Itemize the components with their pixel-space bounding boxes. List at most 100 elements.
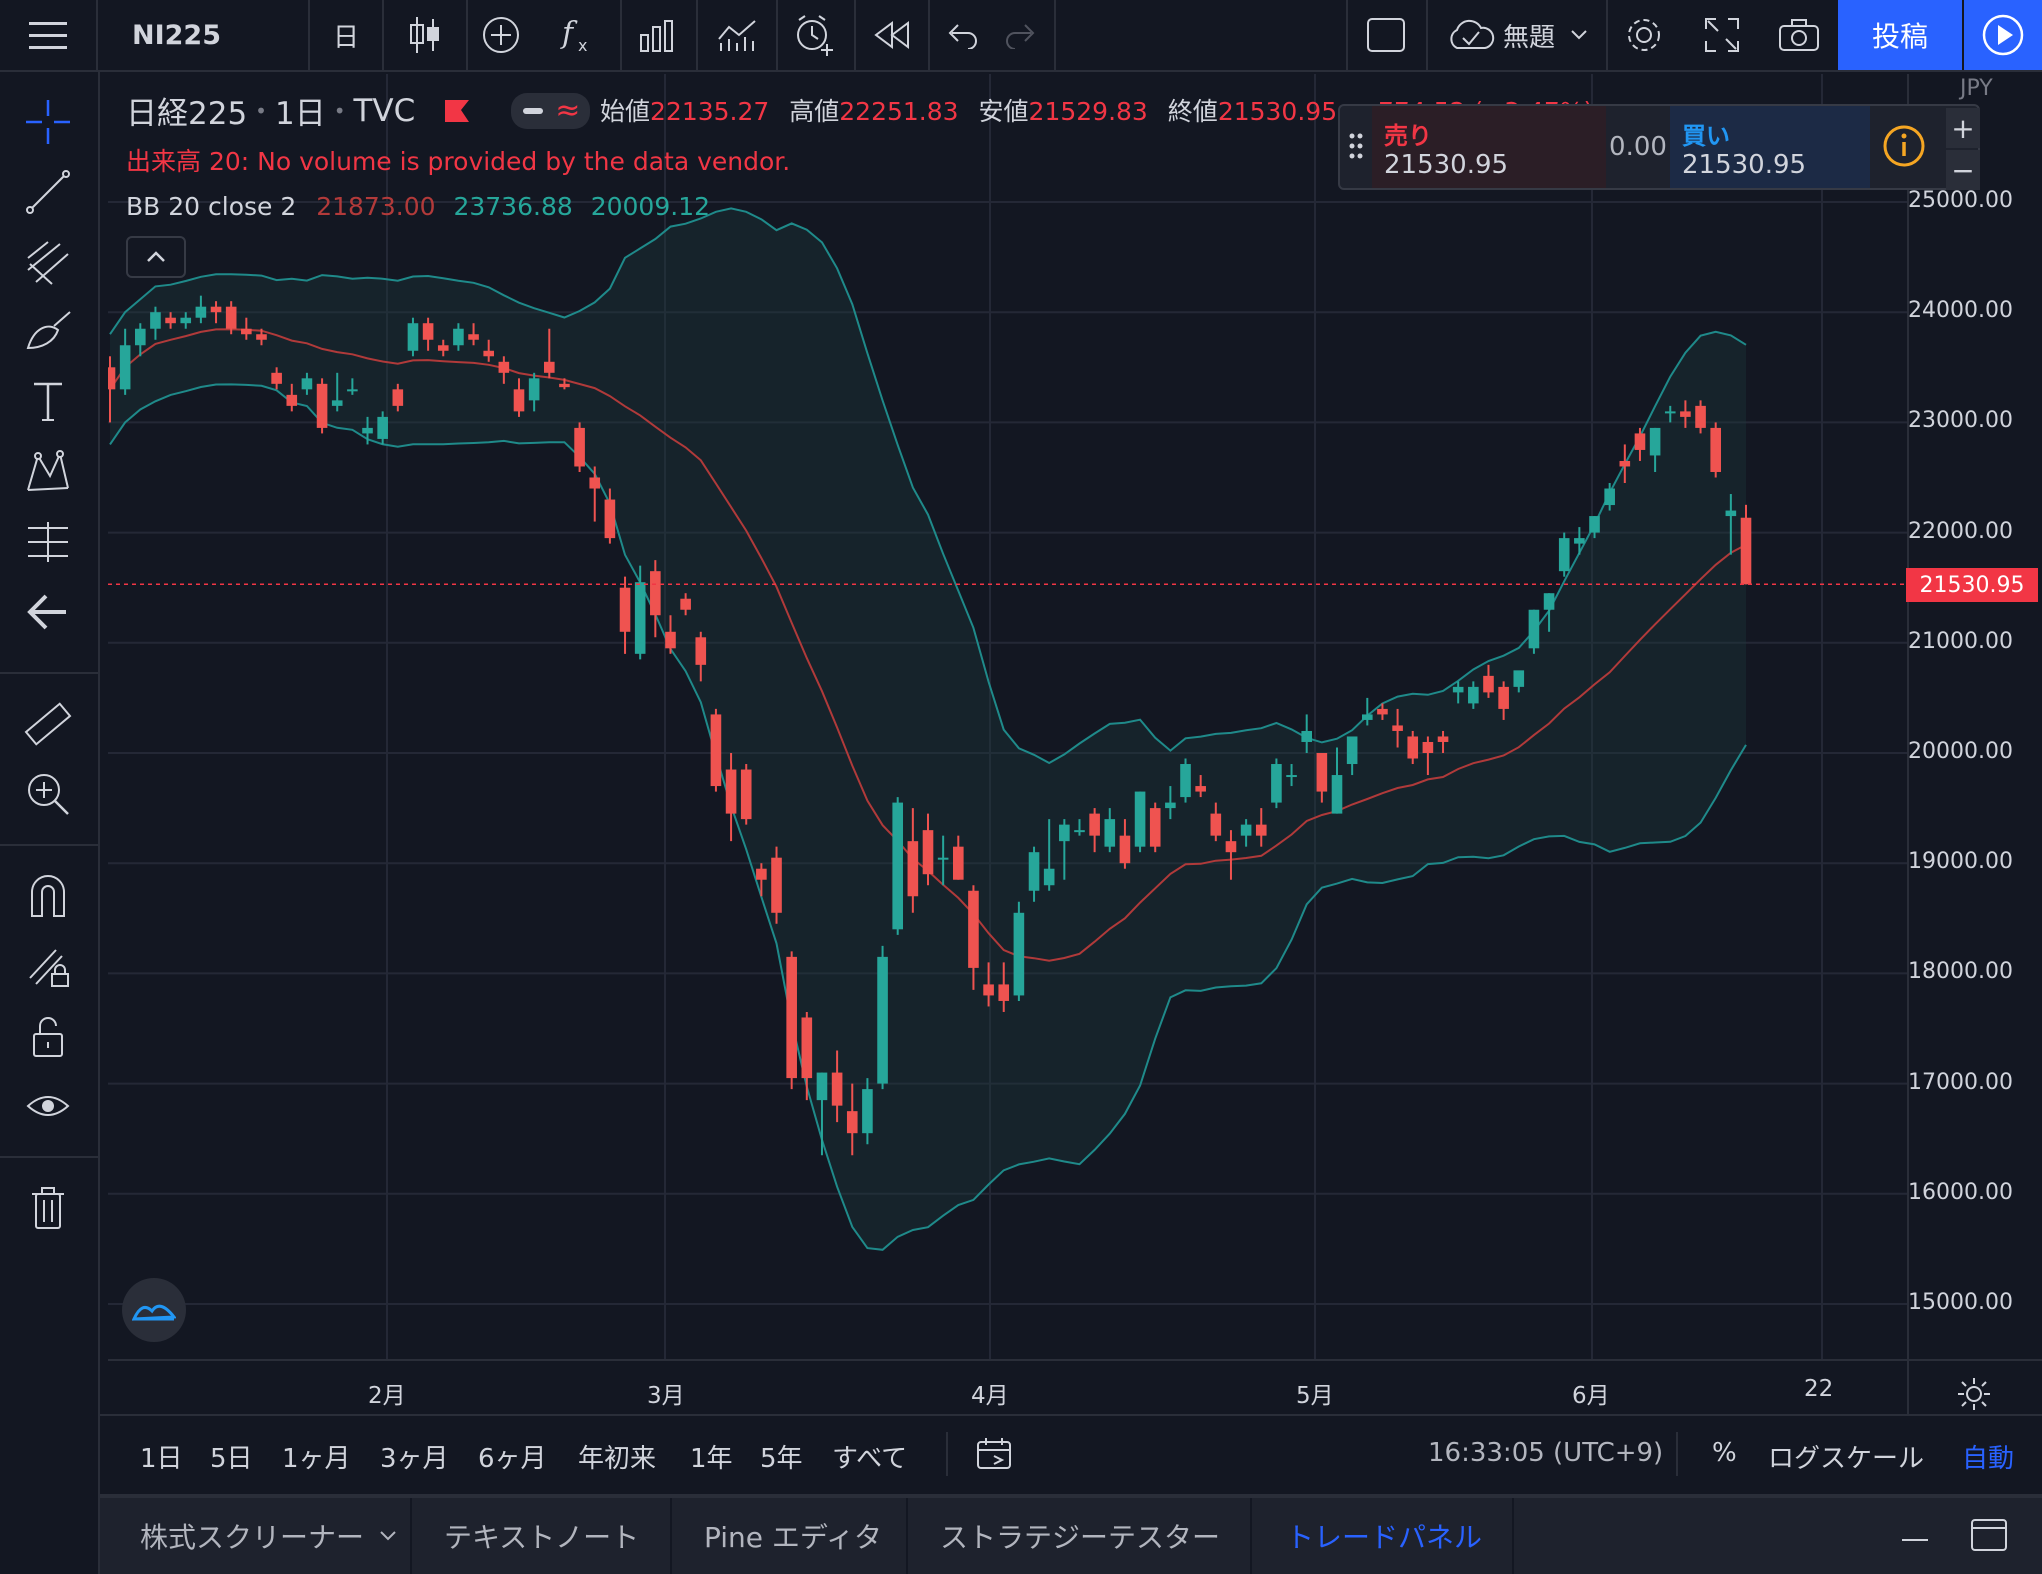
- drag-handle-icon[interactable]: [1348, 132, 1364, 162]
- cloud-icon: [1450, 19, 1495, 49]
- camera-icon[interactable]: [1764, 0, 1834, 70]
- plus-button[interactable]: +: [1946, 108, 1980, 148]
- legend-toggles[interactable]: ≈: [511, 92, 591, 129]
- financials-icon[interactable]: [622, 0, 692, 70]
- info-icon[interactable]: [1880, 122, 1928, 170]
- trend-line-icon[interactable]: [20, 164, 76, 220]
- minus-button[interactable]: −: [1946, 150, 1980, 190]
- alert-icon[interactable]: [778, 0, 850, 70]
- compare-add-icon[interactable]: [468, 0, 534, 70]
- settings-gear-icon[interactable]: [1608, 0, 1680, 70]
- candle-down: [543, 361, 555, 373]
- range-6m[interactable]: 6ヶ月: [478, 1444, 547, 1474]
- redo-icon[interactable]: [994, 0, 1048, 70]
- flag-icon[interactable]: [443, 98, 471, 124]
- unlock-icon[interactable]: [20, 1008, 76, 1064]
- candle-up: [877, 956, 888, 1084]
- price-tick-label: 18000.00: [1908, 959, 2013, 985]
- candle-up: [1028, 852, 1040, 891]
- goto-date-icon[interactable]: [976, 1436, 1014, 1472]
- clock-label[interactable]: 16:33:05 (UTC+9): [1428, 1438, 1664, 1468]
- interval-button[interactable]: 日: [310, 0, 382, 70]
- tab-strategy-tester[interactable]: ストラテジーテスター: [940, 1498, 1220, 1574]
- fullscreen-icon[interactable]: [1686, 0, 1758, 70]
- tab-pine-editor[interactable]: Pine エディタ: [704, 1498, 882, 1574]
- symbol-label: NI225: [132, 19, 222, 51]
- candle-down: [513, 389, 525, 412]
- bottom-panel-tabs: 株式スクリーナー テキストノート Pine エディタ ストラテジーテスター トレ…: [100, 1494, 2042, 1574]
- candle-down: [1619, 460, 1631, 467]
- menu-icon[interactable]: [0, 0, 96, 70]
- candle-up: [1240, 824, 1252, 836]
- range-5y[interactable]: 5年: [760, 1444, 803, 1474]
- back-arrow-icon[interactable]: [20, 584, 76, 640]
- brush-icon[interactable]: [20, 304, 76, 360]
- candle-down: [574, 427, 585, 467]
- candle-up: [150, 312, 161, 329]
- text-tool-icon[interactable]: [20, 374, 76, 430]
- ruler-icon[interactable]: [20, 696, 76, 752]
- candle-up: [1271, 764, 1282, 803]
- candle-down: [210, 306, 222, 313]
- time-tick-label: 3月: [647, 1383, 685, 1409]
- sell-button[interactable]: 売り 21530.95: [1372, 106, 1606, 188]
- range-1d[interactable]: 1日: [140, 1444, 183, 1474]
- sell-value: 21530.95: [1384, 150, 1509, 180]
- candle-up: [1361, 714, 1373, 720]
- range-1m[interactable]: 1ヶ月: [282, 1444, 351, 1474]
- maximize-panel-icon[interactable]: [1970, 1518, 2010, 1554]
- range-5d[interactable]: 5日: [210, 1444, 253, 1474]
- log-scale-toggle[interactable]: ログスケール: [1768, 1444, 1925, 1474]
- percent-toggle[interactable]: %: [1712, 1438, 1737, 1468]
- fib-pitchfork-icon[interactable]: [20, 234, 76, 290]
- candle-down: [1255, 824, 1267, 836]
- pattern-icon[interactable]: [20, 444, 76, 500]
- publish-button[interactable]: 投稿: [1838, 0, 1962, 70]
- price-chart[interactable]: [108, 74, 2042, 1414]
- candle-down: [1740, 517, 1752, 585]
- tab-stock-screener[interactable]: 株式スクリーナー: [140, 1498, 398, 1574]
- axis-settings-icon[interactable]: [1956, 1376, 1992, 1412]
- trash-icon[interactable]: [20, 1180, 76, 1236]
- time-tick-label: 22: [1804, 1376, 1834, 1402]
- magnet-icon[interactable]: [20, 868, 76, 924]
- prediction-icon[interactable]: [20, 514, 76, 570]
- tab-trade-panel[interactable]: トレードパネル: [1286, 1498, 1482, 1574]
- range-3m[interactable]: 3ヶ月: [380, 1444, 449, 1474]
- minimize-panel-icon[interactable]: [1900, 1534, 1930, 1544]
- tab-strategy-tester-label: ストラテジーテスター: [940, 1521, 1221, 1554]
- candle-down: [1089, 813, 1100, 836]
- lock-drawing-icon[interactable]: [20, 938, 76, 994]
- auto-scale-toggle[interactable]: 自動: [1962, 1444, 2015, 1474]
- candle-up: [377, 416, 388, 439]
- replay-icon[interactable]: [856, 0, 928, 70]
- range-1y[interactable]: 1年: [690, 1444, 733, 1474]
- layout-icon[interactable]: [1348, 0, 1424, 70]
- wave-icon: ≈: [555, 93, 581, 128]
- crosshair-icon[interactable]: [20, 94, 76, 150]
- legend-exchange: TVC: [353, 92, 416, 129]
- candle-down: [725, 769, 737, 814]
- candle-down: [846, 1111, 858, 1134]
- candle-down: [422, 323, 434, 340]
- save-layout-button[interactable]: 無題: [1428, 0, 1606, 70]
- range-all[interactable]: すべて: [832, 1444, 908, 1474]
- collapse-legend-button[interactable]: [126, 236, 186, 278]
- price-tick-label: 22000.00: [1908, 518, 2013, 544]
- templates-icon[interactable]: [698, 0, 776, 70]
- tradingview-logo-icon[interactable]: [122, 1278, 186, 1342]
- time-tick-label: 5月: [1296, 1383, 1334, 1409]
- tab-text-notes[interactable]: テキストノート: [444, 1498, 639, 1574]
- undo-icon[interactable]: [930, 0, 994, 70]
- buy-button[interactable]: 買い 21530.95: [1670, 106, 1870, 188]
- symbol-search[interactable]: NI225: [100, 0, 308, 70]
- candle-down: [108, 367, 116, 390]
- price-tick-label: 23000.00: [1908, 408, 2013, 434]
- range-ytd[interactable]: 年初来: [578, 1444, 657, 1474]
- play-icon[interactable]: [1964, 0, 2042, 70]
- zoom-in-icon[interactable]: [20, 766, 76, 822]
- candle-style-icon[interactable]: [384, 0, 466, 70]
- candle-down: [1316, 753, 1328, 792]
- eye-icon[interactable]: [20, 1078, 76, 1134]
